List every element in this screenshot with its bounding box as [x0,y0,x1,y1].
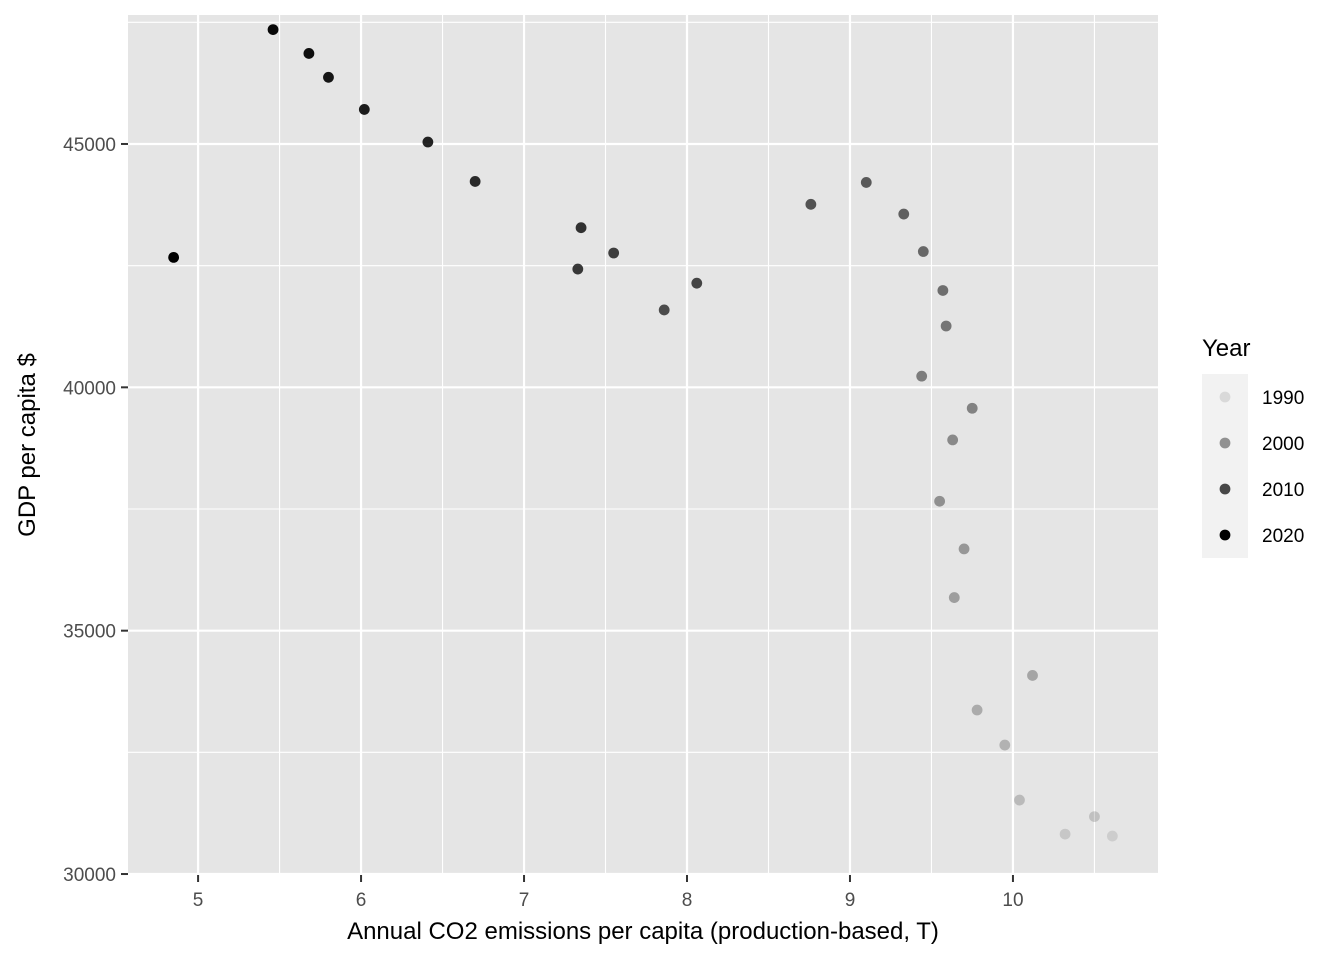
x-tick-label: 6 [356,890,367,911]
legend-key-point [1219,391,1231,403]
data-point [999,739,1011,751]
legend-key-point [1219,437,1231,449]
y-tick-label: 30000 [63,865,116,886]
data-points [168,24,1118,842]
minor-gridlines [128,15,1158,875]
legend-label: 1990 [1262,388,1304,409]
data-point [658,304,670,316]
data-point [358,104,370,115]
data-point [267,24,279,36]
data-point [323,71,334,83]
data-point [898,208,910,220]
data-point [1089,811,1100,822]
legend: Year 1990 2000 2010 2020 [1202,335,1304,558]
y-tick-label: 40000 [63,378,116,399]
data-point [916,370,928,382]
data-point [691,277,703,289]
data-point [805,198,817,210]
data-point [575,222,587,234]
data-point [966,402,978,414]
x-tick-label: 7 [519,890,530,911]
data-point [937,285,949,296]
data-point [958,543,970,555]
major-gridlines [128,15,1158,876]
y-tick-label: 45000 [63,135,116,156]
x-tick-label: 10 [1002,890,1023,911]
data-point [971,704,983,716]
x-tick-label: 5 [193,890,204,911]
legend-label: 2010 [1262,480,1304,501]
data-point [860,177,872,188]
x-axis-title: Annual CO2 emissions per capita (product… [347,918,939,945]
data-point [934,495,946,507]
legend-key-point [1219,483,1231,495]
data-point [1014,794,1025,806]
data-point [469,176,481,187]
data-point [422,136,434,148]
legend-title: Year [1202,335,1251,362]
legend-entries: 1990 2000 2010 2020 [1219,388,1304,547]
data-point [168,251,180,263]
y-tick-label: 35000 [63,622,116,643]
legend-label: 2000 [1262,434,1304,455]
data-point [1027,670,1038,681]
data-point [1059,828,1071,840]
legend-key-point [1219,529,1231,541]
data-point [1106,830,1118,842]
data-point [947,434,959,446]
legend-key-background [1202,374,1248,558]
plot-panel [128,15,1158,875]
data-point [303,48,315,59]
y-axis: 30000 35000 40000 45000 [63,135,128,886]
data-point [608,247,620,259]
data-point [948,592,960,603]
x-axis: 5 6 7 8 9 10 [193,875,1024,911]
legend-label: 2020 [1262,526,1304,547]
data-point [917,246,929,257]
x-tick-label: 8 [682,890,693,911]
data-point [572,263,584,275]
x-tick-label: 9 [845,890,856,911]
y-axis-title: GDP per capita $ [14,353,41,537]
data-point [940,320,952,332]
